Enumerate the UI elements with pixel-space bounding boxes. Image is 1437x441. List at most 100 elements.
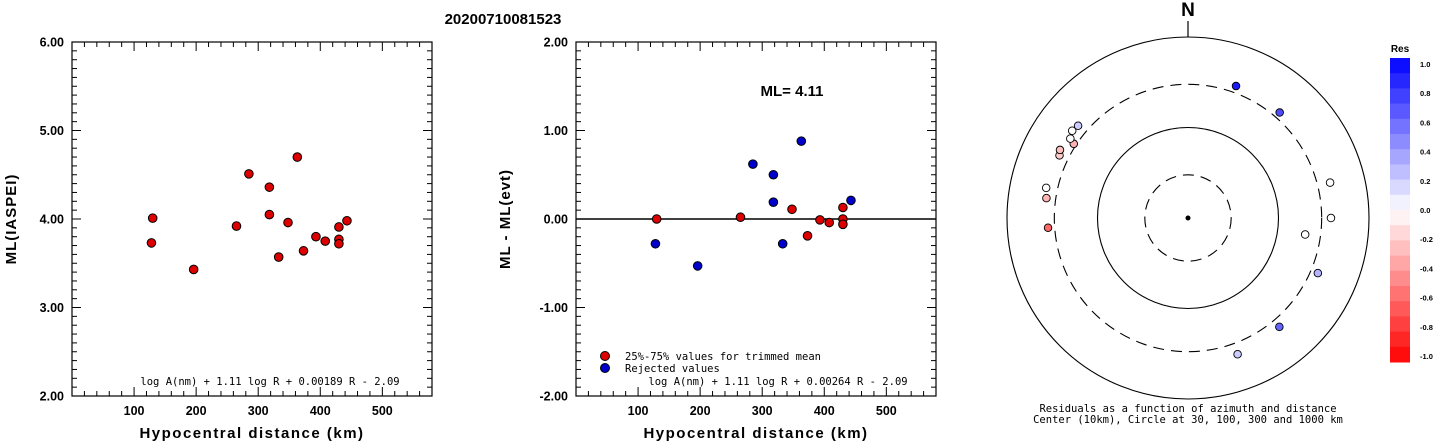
residual-point [838, 202, 848, 213]
p2-x-tick-label: 400 [814, 404, 835, 418]
p2-y-tick-label: -2.00 [540, 390, 569, 404]
colorbar-cell [1390, 164, 1410, 181]
colorbar-tick-label: -0.6 [1420, 294, 1433, 303]
panel1-y-axis-label: ML(IASPEI) [3, 174, 20, 265]
legend-marker-trimmed [600, 351, 610, 361]
legend-label-rejected: Rejected values [625, 363, 720, 375]
residual-point [735, 212, 746, 223]
residual-vs-distance-panel: 100 200 300 400 500 -2.00 -1.00 0.00 1.00 2.00 ML… [497, 36, 937, 441]
p1-y-tick-label: 5.00 [40, 124, 64, 138]
residual-point [777, 238, 788, 249]
magnitude-vs-distance-panel: 100 200 300 400 500 2.00 3.00 4.00 5.00 6.00 ML(I… [3, 36, 433, 441]
station-point [1073, 121, 1083, 131]
distance-rings [1006, 36, 1370, 400]
station-point [1313, 268, 1323, 278]
colorbar-cell [1390, 118, 1410, 135]
station-point [1326, 213, 1336, 223]
station-point [1300, 230, 1310, 239]
colorbar-cell [1390, 346, 1410, 363]
p2-y-tick-label: 1.00 [544, 124, 568, 138]
residual-point [824, 217, 835, 228]
p2-y-tick-label: 2.00 [544, 36, 568, 50]
station-point [1275, 108, 1284, 117]
colorbar-cell [1390, 286, 1410, 302]
p1-y-tick-label: 2.00 [40, 390, 64, 404]
map-caption-line2: Center (10km), Circle at 30, 100, 300 an… [1033, 414, 1343, 426]
magnitude-point [264, 209, 275, 220]
magnitude-point [342, 215, 352, 226]
station-point [1231, 81, 1241, 91]
p2-x-tick-label: 300 [752, 404, 773, 418]
ring-300km [1053, 83, 1323, 353]
panel1-x-axis-label: Hypocentral distance (km) [139, 425, 364, 441]
ring-30km [1144, 174, 1232, 262]
north-label: N [1181, 0, 1195, 21]
p2-x-tick-label: 200 [690, 404, 711, 418]
p2-x-tick-label: 500 [876, 404, 897, 418]
ring-100km [1096, 126, 1280, 310]
magnitude-point [146, 238, 157, 248]
colorbar-cells [1390, 58, 1410, 363]
epicenter-marker [1185, 215, 1191, 221]
colorbar-tick-labels: 1.0 0.8 0.6 0.4 0.2 0.0 -0.2 -0.4 -0.6 -0.8 -1.0 [1420, 60, 1434, 361]
residual-point [846, 195, 856, 206]
magnitude-point [320, 236, 331, 246]
colorbar-cell [1390, 134, 1410, 150]
colorbar-tick-label: -0.8 [1420, 323, 1433, 332]
magnitude-point [298, 246, 309, 256]
residual-point [802, 231, 813, 241]
magnitude-point [283, 217, 293, 228]
colorbar-tick-label: 0.8 [1420, 89, 1430, 98]
p1-x-tick-label: 500 [372, 404, 393, 418]
station-residual-points [1041, 81, 1336, 359]
colorbar-tick-label: -0.2 [1420, 235, 1433, 244]
panel2-y-axis-label: ML - ML(evt) [497, 169, 514, 269]
panel2-points [650, 136, 856, 271]
station-point [1233, 349, 1242, 359]
station-point [1041, 183, 1051, 193]
legend-marker-rejected [600, 363, 610, 373]
station-point [1067, 126, 1077, 135]
p1-x-tick-label: 300 [248, 404, 269, 418]
magnitude-point [264, 182, 275, 192]
colorbar-cell [1390, 270, 1410, 287]
magnitude-point [273, 252, 284, 262]
colorbar-tick-label: 0.4 [1420, 148, 1431, 157]
colorbar-cell [1390, 149, 1410, 165]
residual-point [787, 204, 797, 215]
p1-y-tick-label: 4.00 [40, 213, 64, 227]
colorbar-tick-label: 0.2 [1420, 177, 1430, 186]
map-caption-line1: Residuals as a function of azimuth and d… [1039, 403, 1336, 415]
colorbar-title: Res [1391, 44, 1410, 55]
event-magnitude-annotation: ML= 4.11 [761, 83, 824, 100]
colorbar-tick-label: -1.0 [1420, 352, 1433, 361]
p1-x-tick-label: 100 [124, 404, 145, 418]
colorbar-cell [1390, 331, 1410, 348]
residual-point [651, 214, 662, 224]
residual-point [838, 219, 848, 230]
ring-1000km [1006, 36, 1370, 400]
p1-x-tick-label: 200 [186, 404, 207, 418]
residual-colorbar: Res 1.0 0.8 0.6 0.4 0.2 0.0 -0.2 -0.4 -0.6 -0.8 -1… [1390, 44, 1434, 363]
colorbar-tick-label: 0.0 [1420, 206, 1430, 215]
magnitude-point [231, 221, 242, 231]
figure-title: 20200710081523 [445, 11, 562, 28]
colorbar-cell [1390, 316, 1410, 333]
colorbar-cell [1390, 255, 1410, 272]
magnitude-point [311, 231, 321, 242]
panel1-formula: log A(nm) + 1.11 log R + 0.00189 R - 2.0… [140, 376, 399, 388]
p1-x-tick-label: 400 [310, 404, 331, 418]
magnitude-point [188, 264, 199, 275]
station-point [1042, 193, 1051, 203]
magnitude-point [292, 152, 303, 162]
legend-label-trimmed: 25%-75% values for trimmed mean [625, 351, 821, 363]
p2-x-tick-label: 100 [628, 404, 649, 418]
colorbar-cell [1390, 58, 1410, 74]
magnitude-point [244, 169, 254, 179]
colorbar-cell [1390, 225, 1410, 241]
colorbar-tick-label: 0.6 [1420, 118, 1430, 127]
colorbar-cell [1390, 210, 1410, 226]
p2-y-tick-label: 0.00 [544, 213, 568, 227]
residual-point [692, 261, 703, 271]
